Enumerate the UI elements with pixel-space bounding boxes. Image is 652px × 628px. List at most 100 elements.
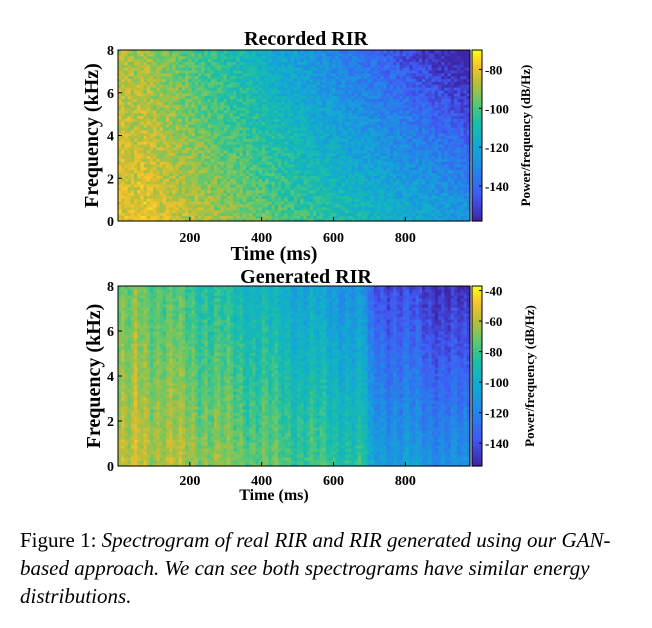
heatmap-cell	[223, 132, 228, 137]
heatmap-cell	[175, 203, 180, 208]
heatmap-cell	[214, 75, 218, 80]
heatmap-cell	[159, 101, 164, 105]
heatmap-cell	[182, 192, 186, 196]
heatmap-cell	[153, 169, 157, 174]
heatmap-cell	[204, 112, 209, 117]
heatmap-cell	[146, 149, 151, 154]
heatmap-cell	[226, 192, 231, 196]
heatmap-cell	[159, 195, 164, 199]
heatmap-cell	[130, 87, 135, 91]
heatmap-cell	[118, 107, 122, 111]
heatmap-cell	[207, 138, 212, 142]
heatmap-cell	[230, 75, 234, 80]
heatmap-cell	[127, 138, 132, 142]
heatmap-cell	[191, 55, 196, 60]
heatmap-cell	[188, 84, 193, 88]
heatmap-cell	[214, 183, 218, 188]
heatmap-cell	[214, 218, 218, 222]
heatmap-cell	[121, 92, 125, 97]
heatmap-cell	[185, 92, 189, 97]
heatmap-cells	[118, 50, 471, 222]
heatmap-cell	[166, 212, 170, 216]
heatmap-cell	[178, 50, 183, 54]
heatmap-cell	[169, 172, 173, 176]
heatmap-cell	[223, 52, 228, 57]
heatmap-cell	[150, 72, 154, 77]
heatmap-cell	[201, 141, 205, 145]
heatmap-cell	[214, 181, 218, 185]
heatmap-cell	[172, 155, 177, 159]
heatmap-cell	[201, 172, 205, 176]
heatmap-cell	[137, 61, 141, 65]
heatmap-cell	[207, 112, 212, 117]
heatmap-cell	[166, 215, 170, 219]
heatmap-cell	[214, 186, 218, 191]
heatmap-cell	[124, 141, 129, 145]
heatmap-cell	[175, 61, 180, 65]
heatmap-cell	[233, 89, 237, 94]
heatmap-cell	[146, 129, 151, 134]
heatmap-cell	[233, 95, 237, 100]
heatmap-cell	[210, 87, 215, 91]
heatmap-cell	[134, 138, 138, 142]
heatmap-cell	[191, 112, 196, 117]
heatmap-cell	[150, 155, 154, 159]
heatmap-cell	[185, 175, 189, 179]
heatmap-cell	[156, 144, 161, 148]
heatmap-cell	[230, 58, 234, 62]
heatmap-cell	[198, 58, 202, 62]
heatmap-cell	[233, 181, 237, 185]
heatmap-cell	[172, 78, 177, 82]
heatmap-cell	[130, 67, 135, 71]
heatmap-cell	[175, 149, 180, 154]
heatmap-cell	[130, 203, 135, 208]
heatmap-cell	[172, 175, 177, 179]
heatmap-cell	[172, 55, 177, 60]
heatmap-cell	[153, 178, 157, 182]
heatmap-cell	[236, 178, 241, 182]
heatmap-cell	[153, 172, 157, 176]
heatmap-cell	[121, 152, 125, 157]
heatmap-cell	[134, 81, 138, 85]
heatmap-cell	[185, 135, 189, 139]
heatmap-cell	[226, 158, 231, 162]
heatmap-cell	[194, 146, 199, 151]
heatmap-cell	[178, 98, 183, 102]
heatmap-cell	[153, 52, 157, 57]
heatmap-cell	[201, 75, 205, 80]
heatmap-cell	[140, 198, 145, 202]
heatmap-cell	[130, 84, 135, 88]
heatmap-cell	[210, 89, 215, 94]
heatmap-cell	[178, 169, 183, 174]
heatmap-cell	[185, 181, 189, 185]
heatmap-cell	[226, 138, 231, 142]
heatmap-cell	[169, 75, 173, 80]
heatmap-cell	[230, 206, 234, 211]
heatmap-cell	[217, 95, 221, 100]
heatmap-cell	[191, 52, 196, 57]
heatmap-cell	[134, 109, 138, 114]
heatmap-cell	[210, 144, 215, 148]
heatmap-cell	[159, 212, 164, 216]
heatmap-cell	[198, 104, 202, 108]
heatmap-cell	[185, 104, 189, 108]
heatmap-cell	[130, 98, 135, 102]
heatmap-cell	[159, 81, 164, 85]
heatmap-cell	[210, 189, 215, 194]
heatmap-cell	[159, 104, 164, 108]
heatmap-cell	[214, 155, 218, 159]
heatmap-cell	[137, 141, 141, 145]
heatmap-cell	[169, 141, 173, 145]
heatmap-cell	[226, 175, 231, 179]
heatmap-cell	[127, 172, 132, 176]
heatmap-cell	[130, 89, 135, 94]
heatmap-cell	[185, 218, 189, 222]
heatmap-cell	[169, 155, 173, 159]
heatmap-cell	[146, 198, 151, 202]
heatmap-cell	[118, 155, 122, 159]
heatmap-cell	[188, 198, 193, 202]
heatmap-cell	[233, 87, 237, 91]
heatmap-cell	[159, 198, 164, 202]
heatmap-cell	[178, 104, 183, 108]
